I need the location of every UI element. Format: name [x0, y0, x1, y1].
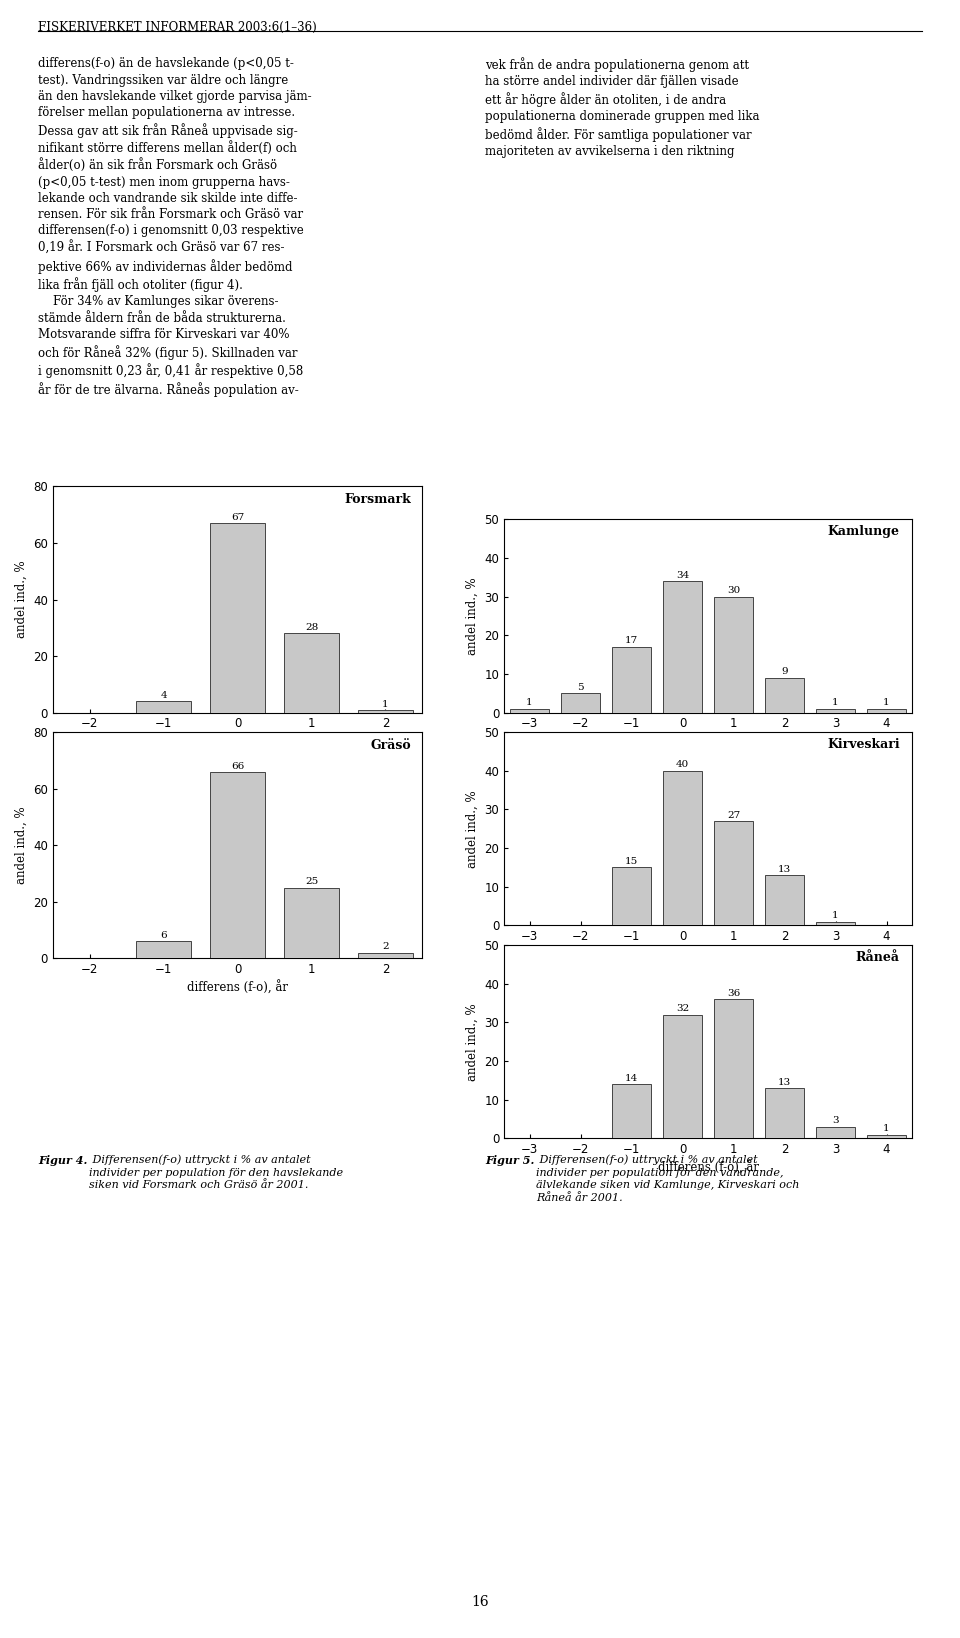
Text: 66: 66	[231, 762, 244, 770]
Text: 1: 1	[526, 698, 533, 708]
Bar	[358, 953, 413, 958]
Text: 32: 32	[676, 1004, 689, 1014]
Bar	[714, 999, 753, 1138]
Text: 1: 1	[832, 911, 839, 921]
Text: 40: 40	[676, 760, 689, 770]
Text: 5: 5	[577, 683, 584, 691]
Bar	[284, 888, 339, 958]
Text: 17: 17	[625, 636, 638, 645]
X-axis label: differens (f-o), år: differens (f-o), år	[187, 734, 288, 749]
Text: 15: 15	[625, 857, 638, 867]
Bar	[663, 771, 702, 925]
Text: Forsmark: Forsmark	[345, 493, 411, 506]
Bar	[511, 709, 548, 713]
Text: 36: 36	[727, 989, 740, 998]
Text: 1: 1	[382, 699, 389, 709]
Bar	[562, 693, 600, 713]
Bar	[868, 709, 905, 713]
Bar	[868, 1135, 905, 1138]
Bar	[612, 868, 651, 925]
Text: Figur 4.: Figur 4.	[38, 1155, 87, 1166]
Bar	[210, 771, 265, 958]
Text: Råneå: Råneå	[855, 952, 900, 963]
Y-axis label: andel ind., %: andel ind., %	[14, 560, 28, 639]
Text: vek från de andra populationerna genom att
ha större andel individer där fjällen: vek från de andra populationerna genom a…	[485, 57, 759, 159]
Text: Kamlunge: Kamlunge	[828, 526, 900, 537]
Text: 28: 28	[305, 624, 318, 632]
X-axis label: differens (f-o), år: differens (f-o), år	[658, 947, 758, 962]
Bar	[612, 1084, 651, 1138]
Bar	[284, 634, 339, 713]
Text: 30: 30	[727, 586, 740, 595]
Y-axis label: andel ind., %: andel ind., %	[466, 577, 479, 655]
Bar	[765, 875, 804, 925]
Bar	[663, 581, 702, 713]
X-axis label: differens (f-o), år: differens (f-o), år	[187, 980, 288, 994]
Y-axis label: andel ind., %: andel ind., %	[14, 806, 28, 885]
Text: Figur 5.: Figur 5.	[485, 1155, 534, 1166]
Text: 1: 1	[883, 698, 890, 708]
Bar	[816, 709, 854, 713]
Bar	[612, 647, 651, 713]
Text: 13: 13	[778, 865, 791, 873]
Text: 1: 1	[883, 1124, 890, 1133]
Text: 3: 3	[832, 1115, 839, 1125]
Bar	[210, 523, 265, 713]
Text: FISKERIVERKET INFORMERAR 2003:6(1–36): FISKERIVERKET INFORMERAR 2003:6(1–36)	[38, 20, 317, 33]
Bar	[765, 1088, 804, 1138]
Bar	[358, 709, 413, 713]
Bar	[714, 821, 753, 925]
Text: differens(f-o) än de havslekande (p<0,05 t-
test). Vandringssiken var äldre och : differens(f-o) än de havslekande (p<0,05…	[38, 57, 312, 396]
Text: 9: 9	[781, 667, 788, 676]
Text: 6: 6	[160, 930, 167, 940]
Bar	[136, 701, 191, 713]
X-axis label: differens (f-o), år: differens (f-o), år	[658, 1160, 758, 1174]
Text: 13: 13	[778, 1078, 791, 1086]
Bar	[765, 678, 804, 713]
Y-axis label: andel ind., %: andel ind., %	[466, 790, 479, 868]
X-axis label: differens (f-o), år: differens (f-o), år	[658, 734, 758, 749]
Text: 25: 25	[305, 878, 318, 886]
Y-axis label: andel ind., %: andel ind., %	[466, 1002, 479, 1081]
Text: 1: 1	[832, 698, 839, 708]
Bar	[816, 1127, 854, 1138]
Bar	[816, 922, 854, 925]
Text: 14: 14	[625, 1075, 638, 1083]
Text: Differensen(f-o) uttryckt i % av antalet
individer per population för den vandra: Differensen(f-o) uttryckt i % av antalet…	[536, 1155, 799, 1202]
Text: 34: 34	[676, 570, 689, 580]
Bar	[136, 942, 191, 958]
Text: Gräsö: Gräsö	[371, 739, 411, 752]
Text: 27: 27	[727, 811, 740, 819]
Text: Kirveskari: Kirveskari	[828, 739, 900, 750]
Text: 2: 2	[382, 942, 389, 952]
Bar	[663, 1014, 702, 1138]
Text: 67: 67	[231, 513, 244, 523]
Text: 4: 4	[160, 691, 167, 699]
Text: Differensen(f-o) uttryckt i % av antalet
individer per population för den havsle: Differensen(f-o) uttryckt i % av antalet…	[89, 1155, 344, 1191]
Text: 16: 16	[471, 1594, 489, 1609]
Bar	[714, 596, 753, 713]
